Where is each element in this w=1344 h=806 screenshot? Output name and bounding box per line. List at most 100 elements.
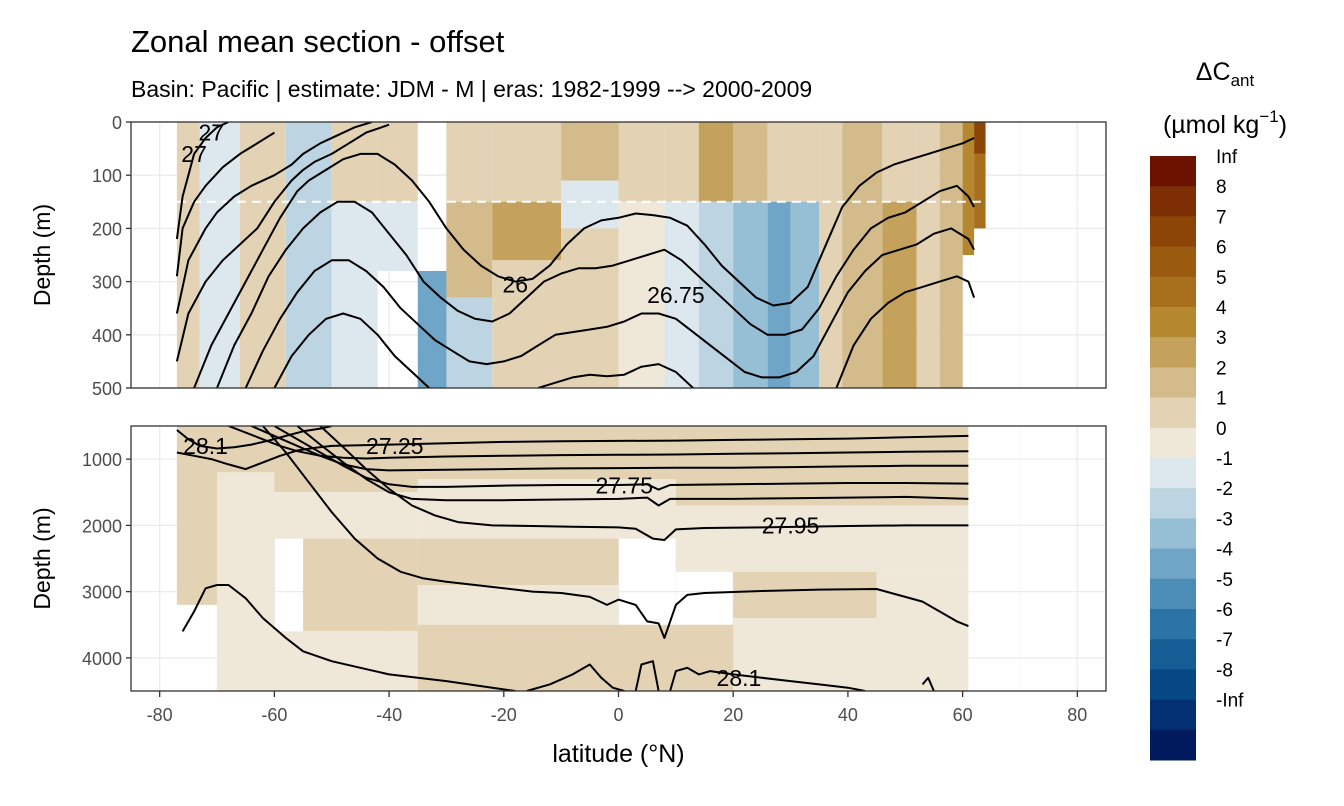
chart-subtitle: Basin: Pacific | estimate: JDM - M | era… [131,76,813,102]
contour-label: 26.75 [647,282,705,308]
y-tick-label: 4000 [82,649,122,669]
heatmap-cell [819,122,843,388]
heatmap-cell [446,122,493,202]
legend-swatch [1150,367,1196,399]
contour-line [273,312,430,388]
legend-break-label: 6 [1216,238,1227,259]
filled-contours [176,122,1106,388]
contour-line [251,426,969,472]
legend-break-label: -5 [1216,570,1233,591]
y-axis-label: Depth (m) [29,507,55,609]
legend-break-label: 4 [1216,298,1227,319]
heatmap-cell [377,122,418,202]
lower-panel: 28.1 27.25 27.75 27.95 28.1 1000 2000 3000 4000 D… [29,425,1107,692]
heatmap-cell [377,201,418,271]
contour-label: 27.25 [366,433,424,459]
x-tick-label: 80 [1067,705,1087,725]
heatmap-cell [274,492,418,539]
legend-break-label: -6 [1216,600,1233,621]
y-tick-label: 1000 [82,450,122,470]
legend-break-label: -4 [1216,540,1233,561]
legend-swatch [1150,458,1196,489]
x-tick-label: 60 [953,705,973,725]
legend-swatch [1150,578,1196,610]
heatmap-cell [698,201,734,388]
heatmap-cell [698,122,734,202]
heatmap-cell [974,153,986,229]
heatmap-cell [417,624,734,691]
x-tick-label: -40 [376,705,402,725]
legend-title-sub: ant [1231,71,1255,90]
panel-border [130,121,1107,389]
heatmap-cell [492,260,562,388]
colour-legend: ΔCant (µmol kg−1) Inf 8 7 6 5 4 3 2 1 0 -1 -2 -3 -4 -5 -6… [1150,58,1287,761]
heatmap-cell [561,180,619,229]
contour-line [216,184,975,388]
legend-break-label: 5 [1216,268,1227,289]
contour-label: 27.75 [595,473,653,499]
heatmap-cell [492,122,562,202]
heatmap-cell [274,426,418,493]
heatmap-cell [842,122,883,388]
x-tick-label: -80 [147,705,173,725]
heatmap-cell [417,538,619,585]
contour-line [175,131,275,277]
heatmap-cell [217,472,275,691]
legend-swatch [1150,186,1196,217]
contour-label: 27 [198,120,224,146]
heatmap-cell [790,201,820,388]
legend-break-label: -7 [1216,630,1233,651]
legend-break-label: Inf [1216,147,1238,168]
contour-line [537,363,694,388]
contour-line [262,426,969,639]
contour-label: 26 [502,271,528,297]
legend-swatch [1150,307,1196,338]
heatmap-cell [733,571,877,619]
heatmap-cell [492,201,562,261]
contour-line [244,227,975,388]
contour-label: 28.1 [183,433,228,459]
x-tick-label: 40 [838,705,858,725]
contour-line [193,137,975,388]
legend-swatch [1150,216,1196,248]
x-tick-label: 0 [613,705,623,725]
legend-swatch [1150,609,1196,640]
chart-title: Zonal mean section - offset [131,24,505,59]
heatmap-cell [417,426,676,479]
heatmap-cell [274,631,418,691]
legend-unit-main: (µmol kg [1163,111,1259,139]
legend-break-label: 1 [1216,389,1227,410]
y-tick-label: 400 [92,326,122,346]
y-tick-label: 3000 [82,583,122,603]
heatmap-cell [446,201,493,298]
legend-unit-end: ) [1279,111,1287,139]
y-tick-label: 500 [92,379,122,399]
legend-break-label: 3 [1216,328,1227,349]
heatmap-cell [962,122,975,255]
legend-swatch [1150,427,1196,459]
heatmap-cell [239,122,286,388]
y-axis-label: Depth (m) [29,204,55,306]
x-tick-label: -20 [491,705,517,725]
legend-break-label: -Inf [1216,691,1244,712]
legend-break-label: 2 [1216,358,1227,379]
contour-label: 27 [181,141,207,167]
heatmap-cell [331,201,378,388]
heatmap-cell [675,505,969,572]
legend-swatch [1150,397,1196,429]
contour-line [835,275,976,388]
legend-swatch [1150,156,1196,187]
legend-unit-sup: −1 [1259,107,1278,126]
heatmap-cell [199,122,240,388]
legend-break-label: -2 [1216,479,1233,500]
legend-swatch [1150,639,1196,670]
heatmap-cell [974,122,986,154]
heatmap-cell [618,122,665,202]
legend-swatch [1150,699,1196,731]
contour-line [634,660,660,691]
x-tick-label: -60 [261,705,287,725]
legend-swatch [1150,246,1196,278]
